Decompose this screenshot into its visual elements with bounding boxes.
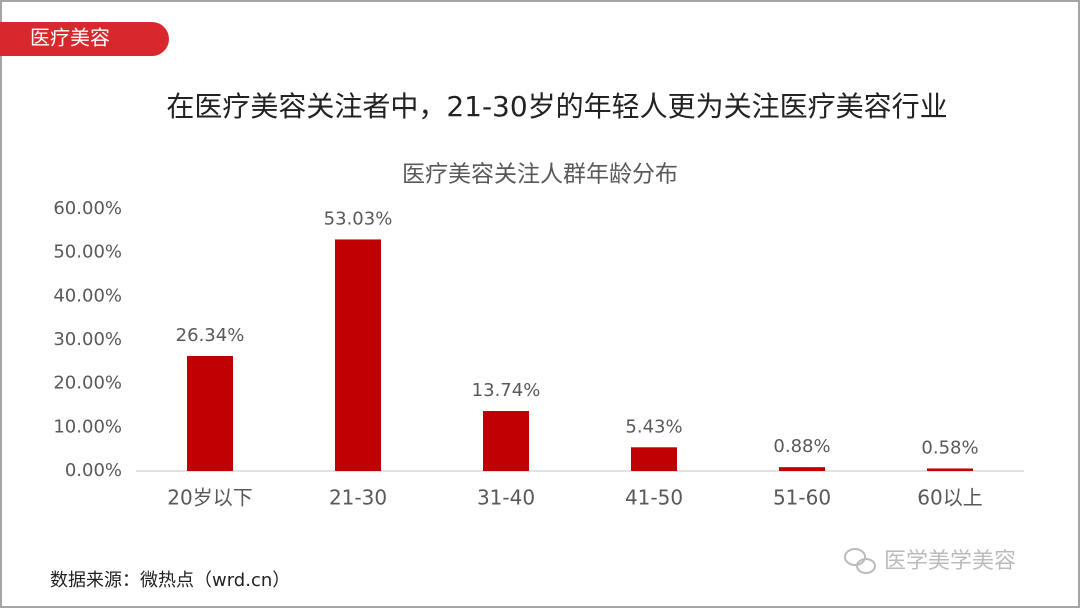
bar (631, 447, 677, 471)
y-tick-label: 0.00% (65, 460, 122, 481)
y-tick-label: 40.00% (53, 285, 122, 306)
y-tick-label: 50.00% (53, 242, 122, 263)
value-label: 0.88% (773, 436, 830, 457)
tag: 医疗美容 (30, 26, 110, 50)
x-tick-label: 31-40 (477, 486, 535, 510)
bar (927, 468, 973, 471)
bar (483, 411, 529, 471)
value-label: 13.74% (472, 380, 541, 401)
bar (779, 467, 825, 471)
x-tick-label: 51-60 (773, 486, 831, 510)
tag-background (0, 22, 169, 56)
watermark: 医学美学美容 (884, 549, 1016, 574)
value-label: 0.58% (921, 437, 978, 458)
chart-title: 医疗美容关注人群年龄分布 (402, 162, 678, 188)
value-label: 53.03% (324, 208, 393, 229)
value-label: 5.43% (625, 416, 682, 437)
x-tick-label: 60以上 (917, 486, 982, 510)
bar (187, 355, 233, 471)
y-tick-label: 10.00% (53, 416, 122, 437)
headline: 在医疗美容关注者中，21-30岁的年轻人更为关注医疗美容行业 (166, 90, 947, 123)
x-tick-label: 41-50 (625, 486, 683, 510)
x-tick-label: 21-30 (329, 486, 387, 510)
y-tick-label: 20.00% (53, 373, 122, 394)
x-tick-label: 20岁以下 (167, 486, 252, 510)
bar (335, 239, 381, 471)
source: 数据来源：微热点（wrd.cn） (50, 570, 290, 591)
watermark-icon (844, 548, 876, 574)
value-label: 26.34% (176, 325, 245, 346)
y-tick-label: 60.00% (53, 198, 122, 219)
y-tick-label: 30.00% (53, 329, 122, 350)
